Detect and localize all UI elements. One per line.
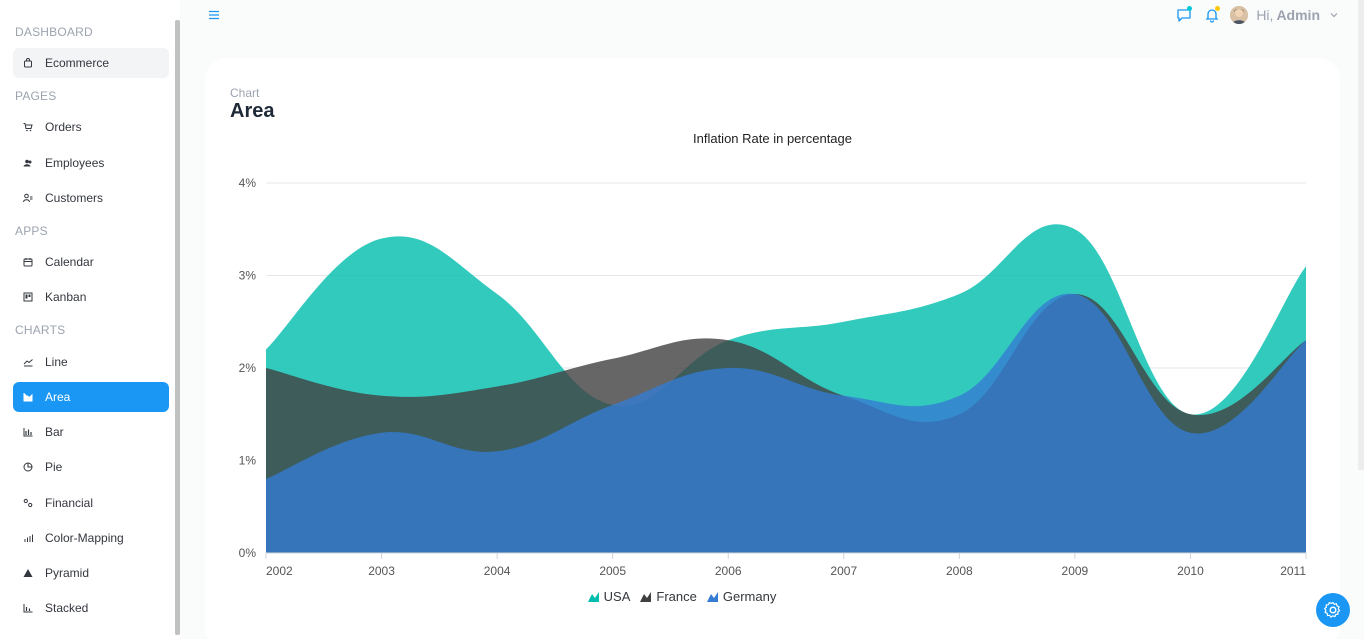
sidebar-item-label: Kanban (45, 290, 87, 304)
sidebar-item-label: Bar (45, 425, 64, 439)
chart-legend: USA France Germany (0, 589, 1364, 604)
gear-icon (1324, 601, 1341, 618)
legend-item-france[interactable]: France (640, 589, 697, 604)
sidebar-item-label: Calendar (45, 255, 94, 269)
legend-swatch-icon (706, 591, 718, 602)
area-series-germany (266, 293, 1306, 553)
sidebar-item-area[interactable]: Area (13, 382, 169, 412)
legend-swatch-icon (587, 591, 599, 602)
notification-button[interactable] (1202, 5, 1222, 25)
financial-icon (23, 498, 33, 508)
cart-icon (23, 122, 33, 132)
chat-button[interactable] (1174, 5, 1194, 25)
sidebar-section-dashboard: DASHBOARD (15, 25, 93, 39)
pie-chart-icon (23, 462, 33, 472)
legend-label: USA (603, 589, 631, 604)
sidebar-item-label: Financial (45, 496, 94, 510)
sidebar-item-color-mapping[interactable]: Color-Mapping (13, 523, 169, 553)
greeting-text: Hi, (1256, 7, 1274, 23)
area-chart-icon (23, 392, 33, 402)
area-chart: 0% 1% 2% 3% 4% 2002 2003 2004 2005 2006 2007 2008 20… (239, 176, 1307, 578)
sidebar-item-label: Line (45, 355, 68, 369)
sidebar-item-label: Pyramid (45, 566, 90, 580)
pyramid-icon (23, 568, 33, 578)
sidebar-item-stacked[interactable]: Stacked (13, 593, 169, 623)
sidebar-scrollbar[interactable] (175, 20, 180, 635)
menu-icon[interactable] (207, 8, 221, 22)
user-greeting[interactable]: Hi, Admin (1256, 7, 1320, 23)
sidebar-item-financial[interactable]: Financial (13, 488, 169, 518)
notification-badge (1215, 6, 1221, 11)
sidebar-item-pie[interactable]: Pie (13, 452, 169, 482)
y-tick-label: 1% (239, 454, 257, 468)
y-tick-label: 4% (239, 176, 257, 190)
sidebar-item-label: Employees (45, 156, 105, 170)
sidebar-item-label: Ecommerce (45, 56, 110, 70)
sidebar-item-customers[interactable]: Customers (13, 183, 169, 213)
avatar[interactable] (1230, 6, 1249, 24)
y-tick-label: 2% (239, 361, 257, 375)
sidebar-item-ecommerce[interactable]: Ecommerce (13, 48, 169, 78)
chevron-down-icon (1330, 13, 1338, 18)
page-title: Area (230, 100, 275, 122)
sidebar-item-bar[interactable]: Bar (13, 417, 169, 447)
settings-button[interactable] (1316, 593, 1350, 627)
x-tick-label: 2002 (266, 564, 293, 578)
x-tick-label: 2010 (1177, 564, 1204, 578)
topbar-actions: Hi, Admin (1174, 4, 1340, 26)
legend-item-usa[interactable]: USA (587, 589, 631, 604)
sidebar-item-kanban[interactable]: Kanban (13, 282, 169, 312)
y-tick-label: 3% (239, 269, 257, 283)
sidebar-item-pyramid[interactable]: Pyramid (13, 558, 169, 588)
sidebar-item-label: Customers (45, 191, 104, 205)
card-eyebrow: Chart (230, 86, 260, 100)
kanban-icon (23, 292, 33, 302)
sidebar-section-charts: CHARTS (15, 323, 66, 337)
x-tick-label: 2004 (484, 564, 511, 578)
y-tick-label: 0% (239, 546, 257, 560)
sidebar-section-apps: APPS (15, 224, 48, 238)
x-tick-label: 2005 (599, 564, 626, 578)
sidebar-item-label: Orders (45, 120, 82, 134)
calendar-icon (23, 257, 33, 267)
sidebar-item-label: Area (45, 390, 71, 404)
chat-icon (1177, 9, 1191, 22)
legend-label: Germany (722, 589, 777, 604)
bar-chart-icon (23, 427, 33, 437)
legend-item-germany[interactable]: Germany (706, 589, 777, 604)
x-tick-label: 2011 (1280, 564, 1306, 578)
sidebar: DASHBOARD Ecommerce PAGES Orders Employees Cu… (0, 0, 180, 639)
user-menu-chevron[interactable] (1328, 5, 1340, 25)
legend-swatch-icon (640, 591, 652, 602)
stacked-icon (23, 603, 33, 613)
chart-title: Inflation Rate in percentage (693, 131, 852, 146)
username: Admin (1276, 7, 1320, 23)
chat-badge (1187, 6, 1193, 11)
bell-icon (1205, 9, 1219, 23)
x-tick-label: 2006 (715, 564, 742, 578)
legend-label: France (656, 589, 697, 604)
people-icon (23, 158, 33, 168)
sidebar-item-line[interactable]: Line (13, 347, 169, 377)
x-tick-label: 2007 (830, 564, 857, 578)
x-tick-label: 2008 (946, 564, 973, 578)
bag-icon (23, 58, 33, 68)
sidebar-item-label: Stacked (45, 601, 89, 615)
x-tick-label: 2009 (1062, 564, 1089, 578)
color-mapping-icon (23, 533, 33, 543)
sidebar-item-calendar[interactable]: Calendar (13, 247, 169, 277)
sidebar-item-orders[interactable]: Orders (13, 112, 169, 142)
sidebar-section-pages: PAGES (15, 89, 57, 103)
user-list-icon (23, 193, 33, 203)
page-scrollbar[interactable] (1358, 0, 1364, 470)
x-tick-label: 2003 (368, 564, 395, 578)
line-chart-icon (23, 357, 33, 367)
sidebar-item-label: Color-Mapping (45, 531, 124, 545)
sidebar-item-label: Pie (45, 460, 63, 474)
sidebar-item-employees[interactable]: Employees (13, 148, 169, 178)
